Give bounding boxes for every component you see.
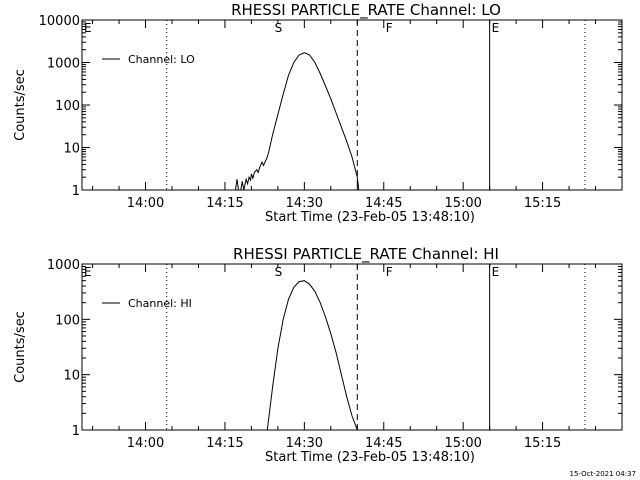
marker-label: E <box>492 265 500 279</box>
chart-title: RHESSI PARTICLE_RATE Channel: LO <box>231 1 501 20</box>
chart-panel-1: RHESSI PARTICLE_RATE Channel: LO 1 10 100 10… <box>13 1 623 225</box>
x-tick-label: 14:30 <box>286 196 323 211</box>
series-line <box>235 52 360 191</box>
y-tick-label: 1 <box>72 184 80 199</box>
x-tick-label: 15:15 <box>524 196 561 211</box>
x-tick-label: 14:15 <box>206 436 243 451</box>
x-tick-label: 14:30 <box>286 436 323 451</box>
chart-title: RHESSI PARTICLE_RATE Channel: HI <box>233 245 499 264</box>
plot-frame <box>81 263 623 431</box>
x-tick-label: 15:00 <box>444 196 481 211</box>
x-tick-label: 14:15 <box>206 196 243 211</box>
x-axis-label: Start Time (23-Feb-05 13:48:10) <box>265 210 475 225</box>
x-tick-label: 14:45 <box>365 436 402 451</box>
chart-panel-2: RHESSI PARTICLE_RATE Channel: HI 1 10 100 10… <box>13 245 623 465</box>
y-tick-label: 1 <box>72 424 80 439</box>
y-axis-label: Counts/sec <box>13 69 28 141</box>
legend-label: Channel: LO <box>128 53 195 66</box>
marker-label: E <box>84 21 92 35</box>
legend-label: Channel: HI <box>128 297 192 310</box>
marker-label: E <box>84 265 92 279</box>
y-tick-label: 100 <box>55 313 80 328</box>
series-line <box>266 280 358 431</box>
plot-frame <box>81 19 623 191</box>
x-axis-label: Start Time (23-Feb-05 13:48:10) <box>265 450 475 465</box>
marker-label: E <box>492 21 500 35</box>
y-tick-label: 1000 <box>47 258 80 273</box>
x-tick-label: 14:45 <box>365 196 402 211</box>
y-tick-label: 1000 <box>47 57 80 72</box>
x-tick-label: 14:00 <box>127 196 164 211</box>
y-axis-label: Counts/sec <box>13 311 28 383</box>
y-tick-label: 100 <box>55 99 80 114</box>
marker-label: F <box>386 21 393 35</box>
x-tick-label: 15:15 <box>524 436 561 451</box>
y-tick-label: 10 <box>63 142 80 157</box>
timestamp: 15-Oct-2021 04:37 <box>569 470 636 478</box>
x-tick-label: 15:00 <box>444 436 481 451</box>
marker-label: S <box>275 265 283 279</box>
marker-label: S <box>275 21 283 35</box>
x-tick-label: 14:00 <box>127 436 164 451</box>
y-tick-label: 10 <box>63 369 80 384</box>
marker-label: F <box>386 265 393 279</box>
y-tick-label: 10000 <box>39 14 80 29</box>
